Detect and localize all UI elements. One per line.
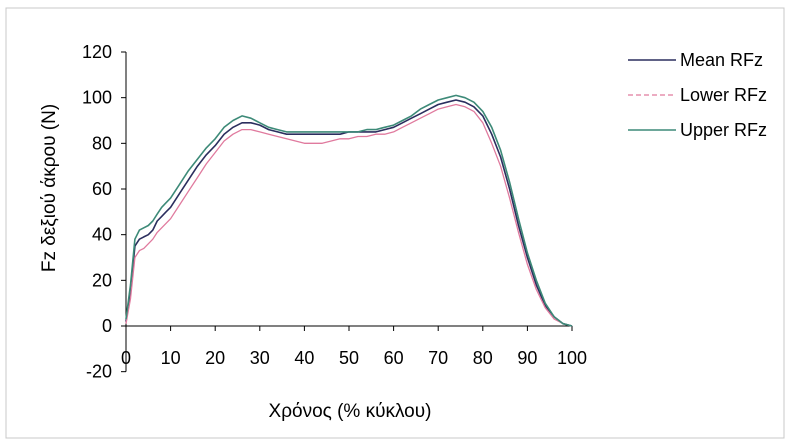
x-axis-title: Χρόνος (% κύκλου)	[269, 401, 432, 422]
y-tick-label: 20	[92, 270, 112, 290]
series-line-upper-rfz	[125, 94, 573, 327]
series-line-mean-rfz	[125, 99, 573, 327]
x-tick-label: 60	[384, 348, 404, 368]
x-tick-label: 70	[428, 348, 448, 368]
y-tick-label: 80	[92, 133, 112, 153]
x-tick-label: 30	[250, 348, 270, 368]
x-tick-label: 10	[161, 348, 181, 368]
series-lines	[125, 94, 573, 327]
x-tick-label: 20	[205, 348, 225, 368]
y-axis: -20 0 20 40 60 80 100 120	[82, 42, 127, 382]
x-tick-label: 40	[294, 348, 314, 368]
y-tick-label: -20	[86, 362, 112, 382]
y-tick-label: 40	[92, 225, 112, 245]
y-tick-label: 100	[82, 88, 112, 108]
y-axis-title: Fz δεξιού άκρου (N)	[39, 104, 60, 272]
x-tick-label: 80	[473, 348, 493, 368]
x-tick-label: 50	[339, 348, 359, 368]
series-line-lower-rfz	[125, 103, 573, 327]
x-tick-label: 100	[557, 348, 587, 368]
x-tick-label: 0	[121, 348, 131, 368]
x-axis: 0 10 20 30 40 50 60 70 80 90 100	[121, 325, 587, 368]
legend-label: Lower RFz	[680, 85, 767, 105]
x-tick-label: 90	[517, 348, 537, 368]
y-tick-label: 0	[102, 316, 112, 336]
y-tick-label: 120	[82, 42, 112, 62]
chart-border	[5, 7, 785, 439]
legend-label: Upper RFz	[680, 120, 767, 140]
legend: Mean RFz Lower RFz Upper RFz	[628, 50, 767, 140]
legend-label: Mean RFz	[680, 50, 763, 70]
y-tick-label: 60	[92, 179, 112, 199]
